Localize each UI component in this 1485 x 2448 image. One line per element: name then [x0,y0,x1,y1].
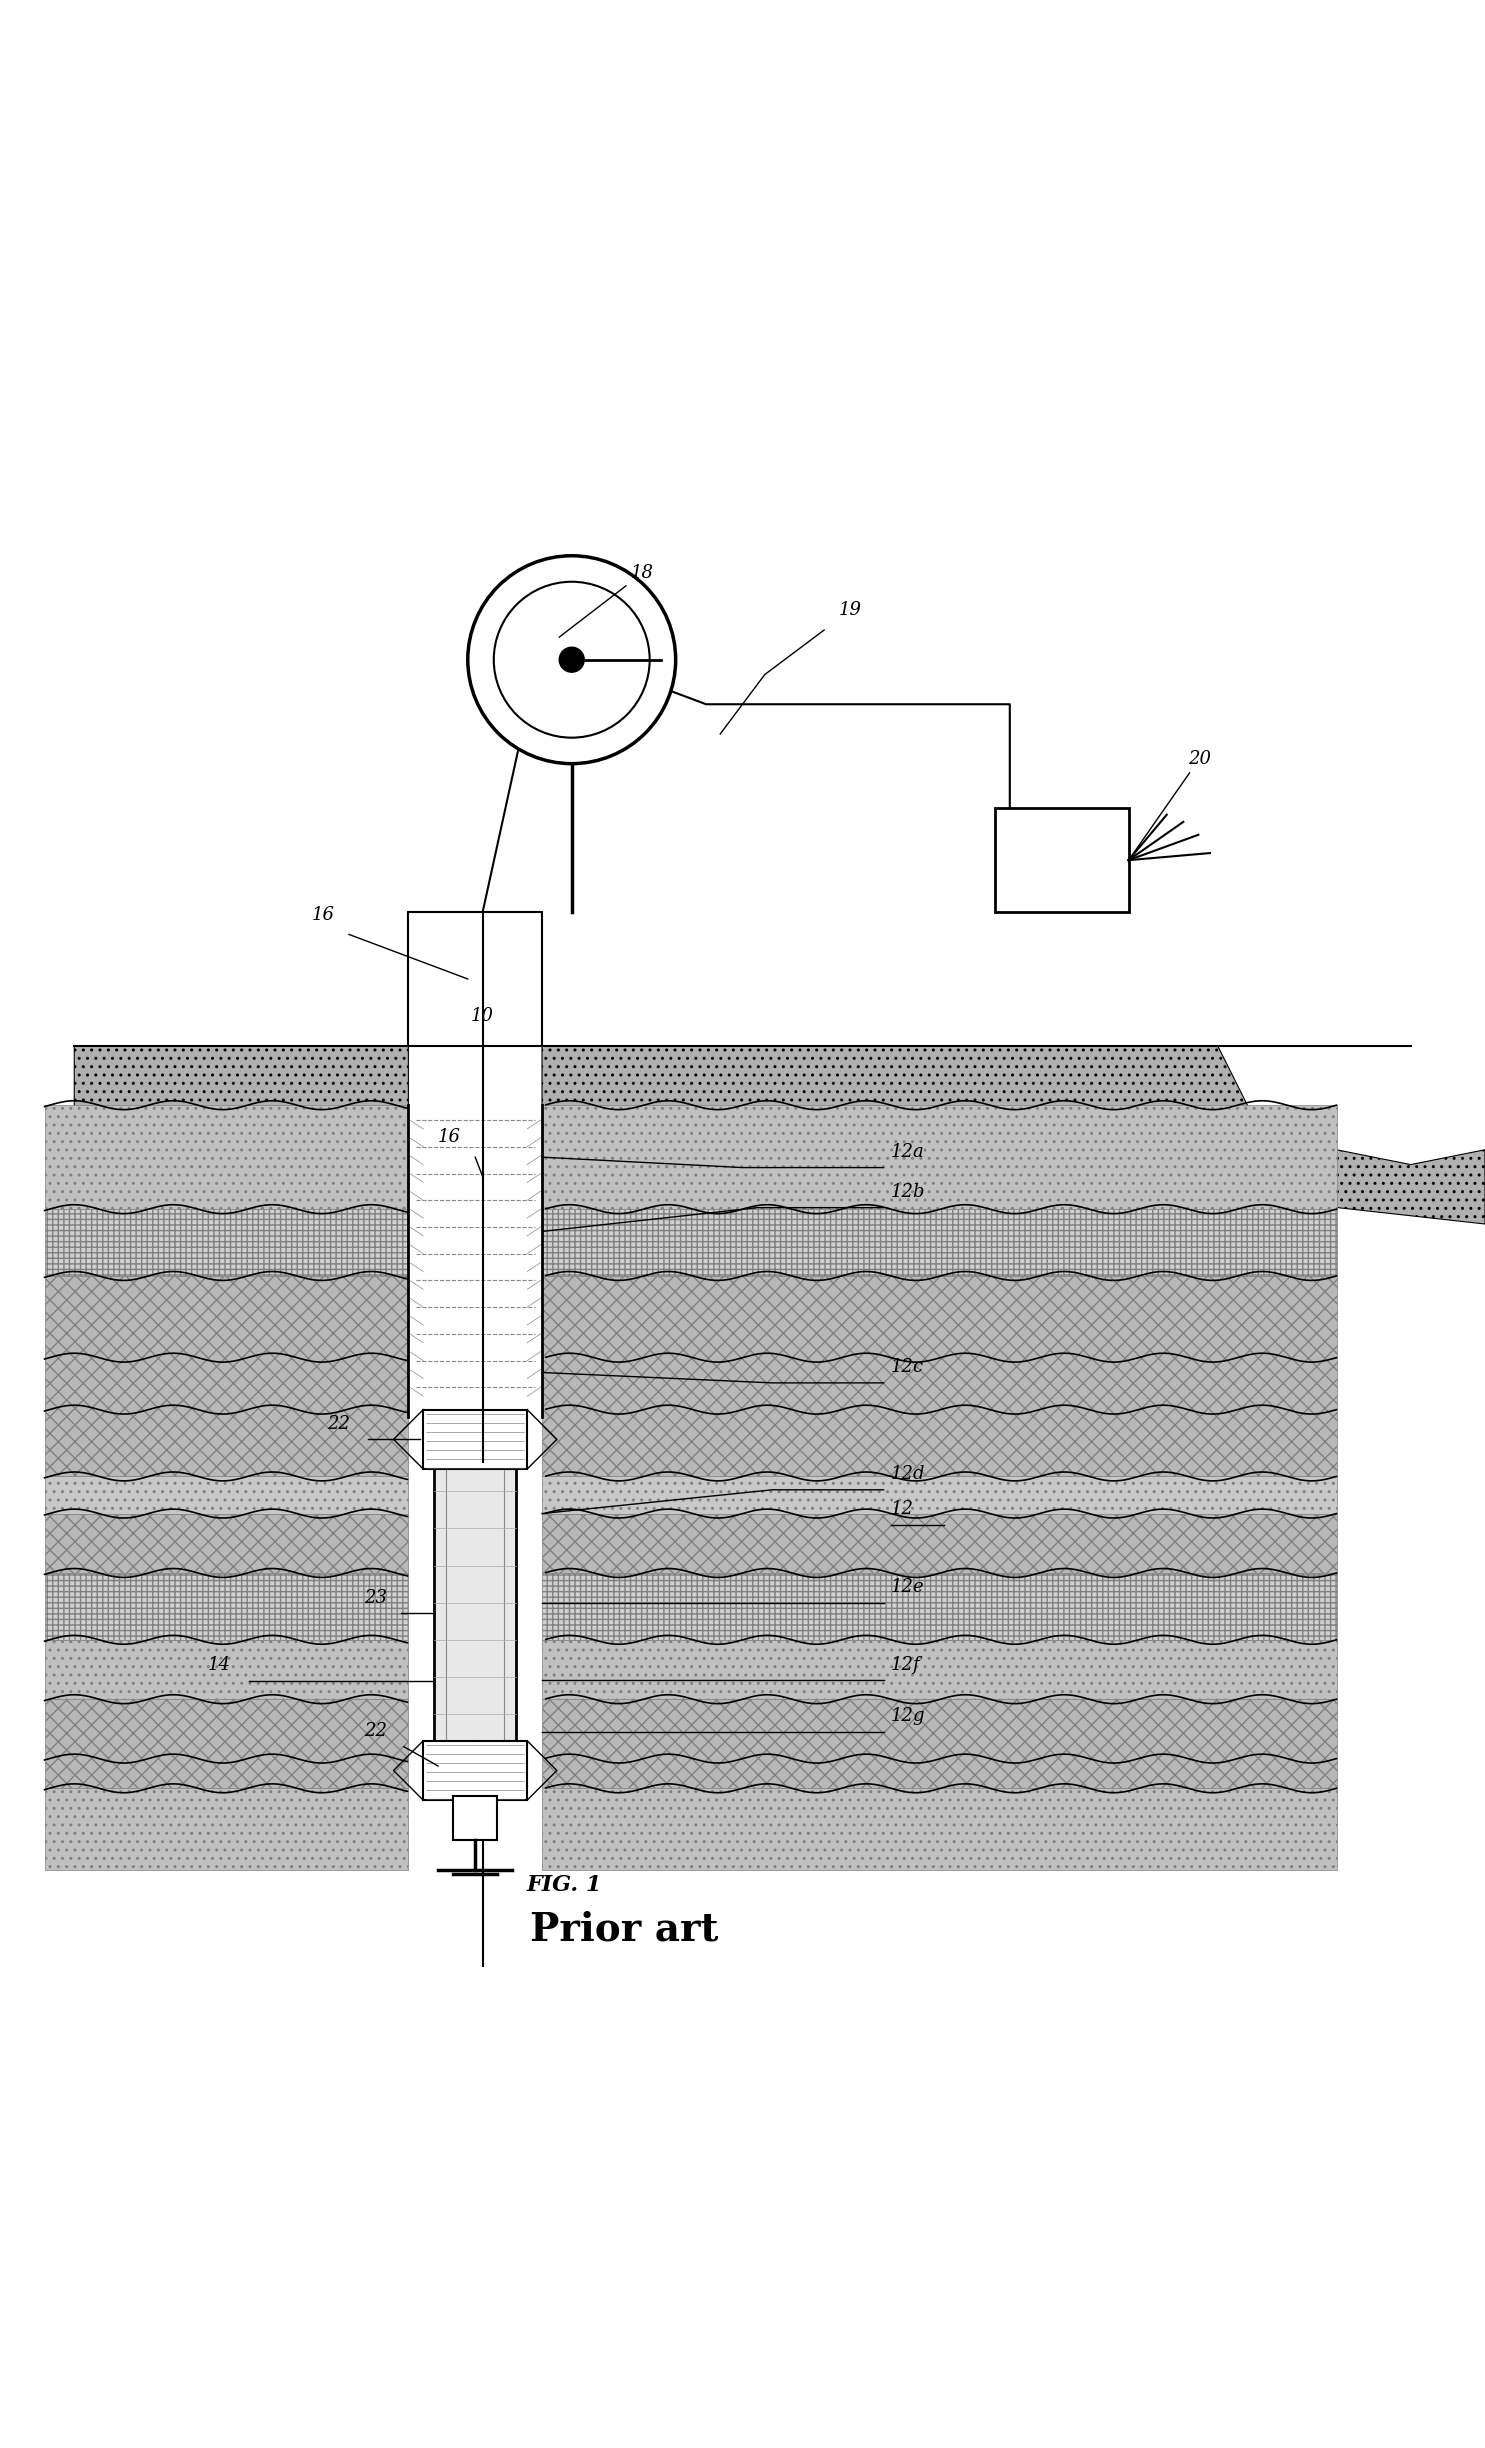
Text: 10: 10 [471,1006,495,1026]
Polygon shape [542,1513,1336,1574]
Text: 12: 12 [891,1501,913,1518]
Polygon shape [74,1045,1485,1224]
Text: 22: 22 [327,1415,349,1432]
Text: 16: 16 [438,1129,460,1146]
Text: 23: 23 [364,1589,386,1606]
Text: 12b: 12b [891,1182,925,1202]
Polygon shape [542,1640,1336,1699]
Bar [408,913,542,1045]
Polygon shape [45,1513,408,1574]
Text: 22: 22 [364,1723,386,1741]
Text: 12g: 12g [891,1706,925,1726]
Polygon shape [45,1476,408,1513]
Text: 12e: 12e [891,1579,925,1596]
Polygon shape [45,1209,408,1275]
Polygon shape [45,1275,408,1476]
Circle shape [560,646,584,673]
Bar [408,1104,542,1417]
Polygon shape [542,1104,1336,1209]
Polygon shape [542,1789,1336,1870]
Polygon shape [45,1640,408,1699]
Circle shape [468,556,676,764]
Bar [995,808,1129,913]
Text: 12f: 12f [891,1655,921,1674]
Text: 12c: 12c [891,1359,924,1376]
Polygon shape [45,1699,408,1789]
Polygon shape [45,1789,408,1870]
Text: 20: 20 [1130,749,1210,857]
Circle shape [495,583,650,737]
Bar [423,1741,527,1799]
Bar [423,1410,527,1469]
Text: FIG. 1: FIG. 1 [527,1873,601,1895]
Text: 14: 14 [208,1655,230,1674]
Bar [434,1461,517,1765]
Polygon shape [542,1574,1336,1640]
Bar [453,1797,497,1841]
Text: 12a: 12a [891,1143,925,1160]
Polygon shape [542,1699,1336,1789]
Polygon shape [542,1476,1336,1513]
Polygon shape [542,1209,1336,1275]
Text: 16: 16 [312,906,334,923]
Text: 18: 18 [558,563,653,636]
Polygon shape [45,1104,408,1209]
Text: 19: 19 [839,602,861,619]
Text: 12d: 12d [891,1466,925,1483]
Polygon shape [542,1275,1336,1476]
Text: Prior art: Prior art [530,1909,717,1949]
Polygon shape [45,1574,408,1640]
